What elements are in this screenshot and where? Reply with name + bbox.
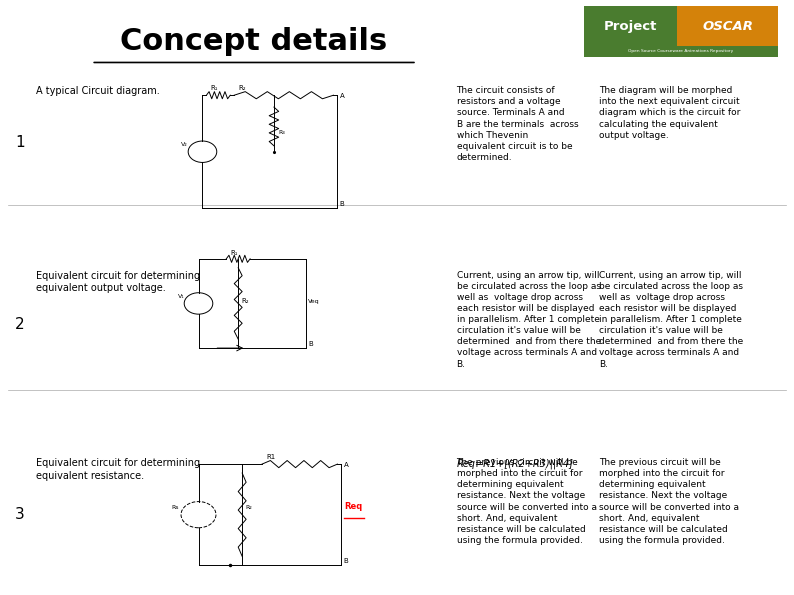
Text: R₂: R₂ (245, 505, 252, 510)
Text: R1: R1 (266, 455, 276, 461)
Text: Current, using an arrow tip, will
be circulated across the loop as
well as  volt: Current, using an arrow tip, will be cir… (599, 271, 744, 368)
Text: R₂: R₂ (241, 299, 249, 305)
Text: B: B (308, 342, 313, 347)
Text: Equivalent circuit for determining
equivalent output voltage.: Equivalent circuit for determining equiv… (36, 271, 200, 293)
Text: B: B (344, 559, 349, 565)
Text: R₁: R₁ (210, 86, 218, 92)
Text: R₂: R₂ (238, 86, 246, 92)
Text: The previous circuit will be
morphed into the circuit for
determining equivalent: The previous circuit will be morphed int… (457, 458, 596, 545)
Text: A: A (340, 93, 345, 99)
Text: A typical Circuit diagram.: A typical Circuit diagram. (36, 86, 160, 96)
Text: Concept details: Concept details (121, 27, 387, 56)
Text: The diagram will be morphed
into the next equivalent circuit
diagram which is th: The diagram will be morphed into the nex… (599, 86, 741, 140)
Text: OSCAR: OSCAR (702, 20, 753, 33)
Text: Rs: Rs (172, 505, 179, 510)
Text: V₂: V₂ (181, 142, 188, 147)
Bar (584, 6, 677, 46)
Bar (677, 6, 778, 46)
Text: B: B (340, 202, 345, 208)
Text: Veq: Veq (308, 299, 320, 305)
Text: The previous circuit will be
morphed into the circuit for
determining equivalent: The previous circuit will be morphed int… (599, 458, 739, 545)
Text: R₃: R₃ (279, 130, 286, 135)
Text: Equivalent circuit for determining
equivalent resistance.: Equivalent circuit for determining equiv… (36, 458, 200, 481)
Text: Open Source Courseware Animations Repository: Open Source Courseware Animations Reposi… (628, 49, 734, 54)
Text: Project: Project (603, 20, 657, 33)
Text: 2: 2 (15, 317, 25, 332)
Text: Current, using an arrow tip, will
be circulated across the loop as
well as  volt: Current, using an arrow tip, will be cir… (457, 271, 601, 368)
Text: 1: 1 (15, 135, 25, 151)
Bar (584, 46, 778, 57)
Text: Req=R1+[(R2+R3)||R4]: Req=R1+[(R2+R3)||R4] (457, 458, 573, 469)
Text: The circuit consists of
resistors and a voltage
source. Terminals A and
B are th: The circuit consists of resistors and a … (457, 86, 578, 162)
Text: A: A (344, 462, 349, 468)
Text: Req: Req (344, 502, 362, 511)
Text: 3: 3 (15, 507, 25, 522)
Text: V₁: V₁ (177, 293, 184, 299)
Text: R₁: R₁ (230, 250, 237, 256)
